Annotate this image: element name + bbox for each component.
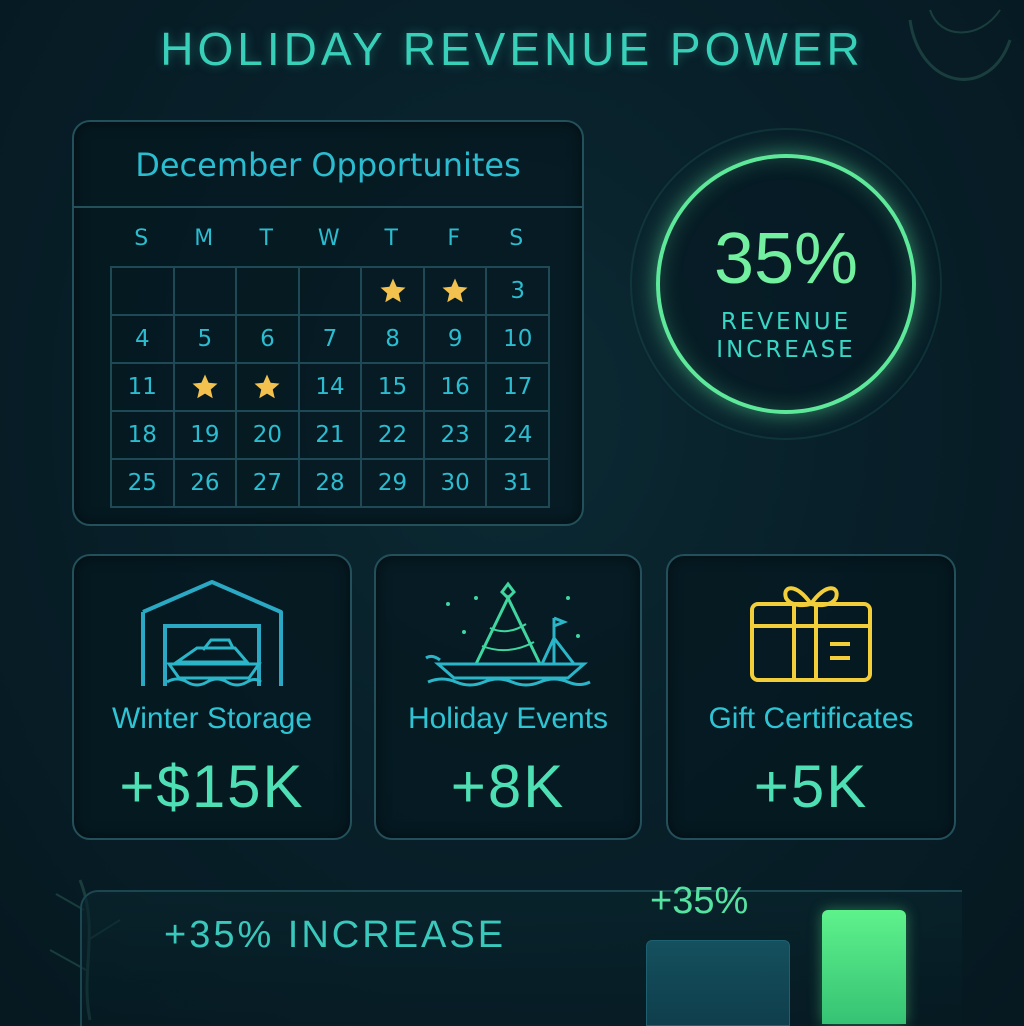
calendar-day: 19 bbox=[174, 412, 238, 460]
weekday-label: F bbox=[447, 226, 461, 251]
holiday-events-card: Holiday Events +8K bbox=[374, 554, 642, 840]
calendar-day: 4 bbox=[112, 316, 175, 364]
divider bbox=[74, 206, 582, 208]
revenue-label-line1: REVENUE bbox=[720, 309, 852, 335]
weekday-label: T bbox=[384, 226, 398, 251]
card-value: +$15K bbox=[119, 753, 305, 820]
calendar-title: December Opportunites bbox=[135, 146, 521, 184]
calendar-day: 20 bbox=[237, 412, 300, 460]
revenue-label-line2: INCREASE bbox=[716, 337, 856, 363]
calendar-day: 15 bbox=[362, 364, 425, 412]
calendar-day: 16 bbox=[424, 364, 488, 412]
card-label: Gift Certificates bbox=[708, 702, 914, 735]
calendar-day: 31 bbox=[487, 460, 550, 508]
calendar-empty-cell bbox=[174, 268, 238, 316]
revenue-increase-badge: 35% REVENUE INCREASE bbox=[656, 154, 916, 414]
calendar-day: 27 bbox=[237, 460, 300, 508]
weekday-label: T bbox=[259, 226, 273, 251]
boat-garage-icon bbox=[74, 578, 350, 690]
chart-annotation: +35% bbox=[650, 880, 749, 922]
highlighted-day-star-icon bbox=[174, 364, 238, 412]
calendar-grid: 3 4 5 6 7 8 9 10 11 14 15 16 17 18 19 20 21 22 23 24 25 26 27 2… bbox=[110, 266, 550, 508]
highlighted-day-star-icon bbox=[362, 268, 425, 316]
calendar-day: 28 bbox=[299, 460, 363, 508]
calendar-day: 17 bbox=[487, 364, 550, 412]
weekday-label: S bbox=[509, 226, 524, 251]
weekday-label: M bbox=[194, 226, 214, 251]
weekday-label: W bbox=[317, 226, 340, 251]
bar-baseline bbox=[646, 940, 790, 1026]
card-label: Holiday Events bbox=[407, 702, 609, 735]
calendar-day: 9 bbox=[424, 316, 488, 364]
festive-boat-tree-icon bbox=[376, 578, 640, 690]
wreath-decoration bbox=[908, 9, 1012, 81]
calendar-day: 6 bbox=[237, 316, 300, 364]
calendar-day: 7 bbox=[299, 316, 363, 364]
calendar-empty-cell bbox=[112, 268, 175, 316]
card-value: +8K bbox=[450, 753, 566, 820]
calendar-day: 3 bbox=[487, 268, 550, 316]
calendar-day: 30 bbox=[424, 460, 488, 508]
bar-increased bbox=[822, 910, 906, 1024]
calendar-day: 10 bbox=[487, 316, 550, 364]
highlighted-day-star-icon bbox=[424, 268, 488, 316]
card-value: +5K bbox=[753, 753, 869, 820]
calendar-day: 5 bbox=[174, 316, 238, 364]
calendar-day: 8 bbox=[362, 316, 425, 364]
calendar-day: 11 bbox=[112, 364, 175, 412]
card-label: Winter Storage bbox=[111, 702, 313, 735]
calendar-day: 14 bbox=[299, 364, 363, 412]
gift-box-icon bbox=[668, 578, 954, 686]
calendar-day: 22 bbox=[362, 412, 425, 460]
calendar-day: 21 bbox=[299, 412, 363, 460]
revenue-increase-value: 35% bbox=[713, 219, 859, 299]
calendar-empty-cell bbox=[237, 268, 300, 316]
weekday-label: S bbox=[134, 226, 149, 251]
calendar-day: 18 bbox=[112, 412, 175, 460]
calendar-day: 24 bbox=[487, 412, 550, 460]
calendar-day: 25 bbox=[112, 460, 175, 508]
summary-panel bbox=[80, 890, 962, 1026]
ring-halo bbox=[630, 128, 942, 440]
calendar-day: 26 bbox=[174, 460, 238, 508]
calendar-empty-cell bbox=[299, 268, 363, 316]
summary-label: +35% INCREASE bbox=[164, 914, 507, 956]
highlighted-day-star-icon bbox=[237, 364, 300, 412]
revenue-increase-label: REVENUE INCREASE bbox=[660, 308, 912, 364]
winter-storage-card: Winter Storage +$15K bbox=[72, 554, 352, 840]
calendar-day: 23 bbox=[424, 412, 488, 460]
gift-certificates-card: Gift Certificates +5K bbox=[666, 554, 956, 840]
page-title: HOLIDAY REVENUE POWER bbox=[160, 23, 864, 75]
calendar-day: 29 bbox=[362, 460, 425, 508]
